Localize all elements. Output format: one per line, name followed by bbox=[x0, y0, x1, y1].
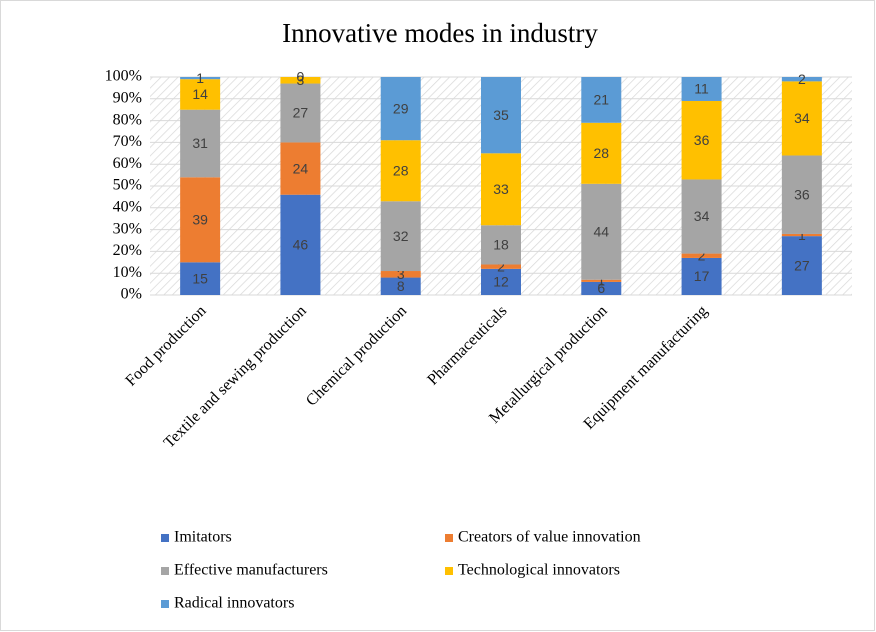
bar-segment bbox=[581, 77, 622, 123]
data-label: 39 bbox=[192, 211, 208, 227]
bar-segment bbox=[380, 201, 421, 272]
legend-label: Effective manufacturers bbox=[174, 562, 328, 579]
bar-segment bbox=[481, 225, 521, 265]
y-tick-label: 60% bbox=[113, 155, 142, 172]
data-label: 2 bbox=[698, 247, 706, 263]
legend-label: Imitators bbox=[174, 529, 232, 546]
data-label: 6 bbox=[597, 280, 605, 296]
data-label: 36 bbox=[794, 186, 810, 202]
bar-segment bbox=[781, 77, 822, 82]
data-label: 28 bbox=[393, 162, 409, 178]
bar-segment bbox=[781, 155, 822, 234]
bar-segment bbox=[781, 236, 822, 295]
y-tick-label: 80% bbox=[113, 111, 142, 128]
bar-segment bbox=[280, 83, 321, 143]
y-tick-label: 20% bbox=[113, 242, 142, 259]
data-label: 27 bbox=[794, 257, 810, 273]
bar-segment bbox=[280, 194, 321, 295]
data-label: 24 bbox=[293, 160, 309, 176]
legend-swatch bbox=[445, 567, 453, 575]
bar-segment bbox=[180, 177, 221, 263]
data-label: 27 bbox=[293, 105, 309, 121]
data-label: 1 bbox=[597, 273, 605, 289]
bar-segment bbox=[481, 264, 521, 269]
legend-swatch bbox=[161, 567, 169, 575]
bar-segment bbox=[380, 77, 421, 141]
data-label: 44 bbox=[593, 223, 609, 239]
data-label: 2 bbox=[497, 258, 505, 274]
bar-segment bbox=[781, 233, 822, 237]
bar-segment bbox=[380, 140, 421, 202]
data-label: 2 bbox=[798, 71, 806, 87]
bar-segment bbox=[481, 268, 521, 295]
bar-segment bbox=[781, 81, 822, 156]
y-tick-label: 100% bbox=[105, 68, 142, 85]
data-label: 8 bbox=[397, 278, 405, 294]
legend-label: Technological innovators bbox=[458, 562, 620, 579]
data-label: 31 bbox=[192, 135, 208, 151]
data-label: 11 bbox=[694, 81, 709, 97]
bar-segment bbox=[180, 77, 221, 80]
bar-segment bbox=[481, 153, 521, 226]
data-label: 0 bbox=[297, 69, 305, 85]
data-label: 28 bbox=[593, 145, 609, 161]
bar-segment bbox=[581, 279, 622, 282]
bar-segment bbox=[280, 142, 321, 195]
data-label: 1 bbox=[196, 70, 204, 86]
bar-segment bbox=[581, 122, 622, 184]
bar-segment bbox=[581, 281, 622, 295]
bar-segment bbox=[380, 277, 421, 295]
legend-swatch bbox=[161, 600, 169, 608]
legend-label: Radical innovators bbox=[174, 595, 294, 612]
bar-segment bbox=[681, 257, 722, 295]
data-label: 1 bbox=[798, 227, 806, 243]
data-label: 17 bbox=[694, 268, 710, 284]
data-label: 12 bbox=[493, 274, 509, 290]
data-label: 29 bbox=[393, 100, 409, 116]
chart-title: Innovative modes in industry bbox=[282, 18, 598, 48]
bar-segment bbox=[481, 77, 521, 154]
data-label: 3 bbox=[297, 72, 305, 88]
y-tick-label: 30% bbox=[113, 220, 142, 237]
data-label: 36 bbox=[694, 132, 710, 148]
data-label: 32 bbox=[393, 228, 409, 244]
bar-segment bbox=[681, 100, 722, 180]
data-label: 34 bbox=[794, 110, 810, 126]
data-label: 35 bbox=[493, 107, 509, 123]
data-label: 46 bbox=[293, 237, 309, 253]
bar-segment bbox=[581, 183, 622, 280]
bar-segment bbox=[180, 79, 221, 110]
data-label: 15 bbox=[192, 270, 208, 286]
data-label: 21 bbox=[593, 92, 609, 108]
legend-swatch bbox=[161, 534, 169, 542]
y-tick-label: 70% bbox=[113, 133, 142, 150]
legend-swatch bbox=[445, 534, 453, 542]
bar-segment bbox=[380, 271, 421, 278]
y-tick-label: 40% bbox=[113, 198, 142, 215]
bar-segment bbox=[180, 109, 221, 178]
bar-segment bbox=[681, 77, 722, 101]
y-tick-label: 50% bbox=[113, 177, 142, 194]
data-label: 33 bbox=[493, 181, 509, 197]
data-label: 34 bbox=[694, 208, 710, 224]
legend-label: Creators of value innovation bbox=[458, 529, 641, 546]
y-tick-label: 90% bbox=[113, 89, 142, 106]
data-label: 3 bbox=[397, 266, 405, 282]
bar-segment bbox=[681, 179, 722, 254]
y-tick-label: 0% bbox=[121, 286, 142, 303]
data-label: 18 bbox=[493, 237, 509, 253]
data-label: 14 bbox=[192, 86, 208, 102]
bar-segment bbox=[280, 77, 321, 84]
bar-segment bbox=[180, 262, 221, 295]
bar-segment bbox=[681, 253, 722, 258]
y-tick-label: 10% bbox=[113, 264, 142, 281]
